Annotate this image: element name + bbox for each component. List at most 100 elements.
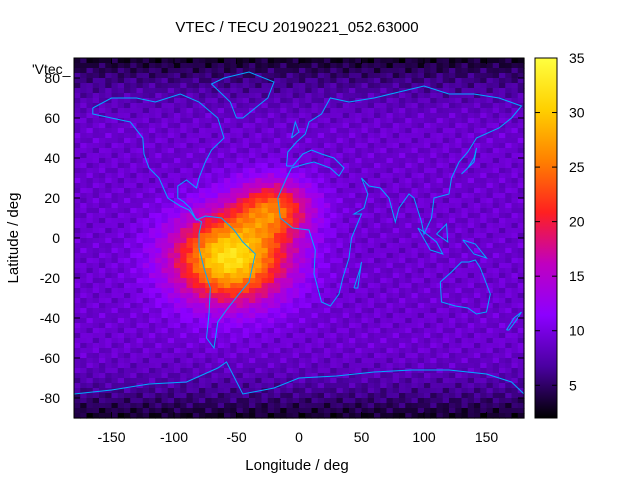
heatmap-cell	[174, 378, 181, 384]
heatmap-cell	[349, 183, 356, 189]
heatmap-cell	[205, 118, 213, 124]
heatmap-cell	[161, 183, 169, 189]
heatmap-cell	[86, 268, 94, 274]
heatmap-cell	[80, 308, 88, 314]
heatmap-cell	[274, 333, 281, 339]
heatmap-cell	[274, 143, 281, 149]
heatmap-cell	[105, 248, 113, 254]
heatmap-cell	[224, 248, 231, 254]
heatmap-cell	[274, 318, 281, 324]
heatmap-cell	[261, 258, 269, 264]
heatmap-cell	[461, 123, 469, 129]
heatmap-cell	[111, 78, 119, 84]
heatmap-cell	[349, 138, 356, 144]
heatmap-cell	[486, 118, 494, 124]
heatmap-cell	[399, 168, 406, 174]
heatmap-cell	[442, 88, 450, 94]
heatmap-cell	[155, 338, 163, 344]
heatmap-cell	[424, 363, 431, 369]
heatmap-cell	[442, 363, 450, 369]
heatmap-cell	[136, 318, 144, 324]
heatmap-cell	[242, 363, 250, 369]
heatmap-cell	[411, 253, 419, 259]
heatmap-cell	[311, 343, 319, 349]
heatmap-cell	[286, 348, 294, 354]
heatmap-cell	[192, 203, 200, 209]
heatmap-cell	[380, 318, 388, 324]
heatmap-cell	[80, 273, 88, 279]
heatmap-cell	[117, 323, 125, 329]
heatmap-cell	[111, 173, 119, 179]
heatmap-cell	[411, 308, 419, 314]
heatmap-cell	[305, 208, 313, 214]
heatmap-cell	[330, 183, 338, 189]
heatmap-cell	[467, 323, 475, 329]
heatmap-cell	[92, 78, 100, 84]
heatmap-cell	[80, 268, 88, 274]
heatmap-cell	[167, 303, 175, 309]
heatmap-cell	[130, 253, 138, 259]
heatmap-cell	[361, 398, 369, 404]
heatmap-cell	[336, 183, 344, 189]
heatmap-cell	[361, 253, 369, 259]
heatmap-cell	[355, 113, 363, 119]
heatmap-cell	[480, 168, 488, 174]
heatmap-cell	[224, 88, 231, 94]
heatmap-cell	[449, 258, 456, 264]
heatmap-cell	[124, 358, 131, 364]
heatmap-cell	[205, 218, 213, 224]
heatmap-cell	[286, 153, 294, 159]
heatmap-cell	[80, 313, 88, 319]
heatmap-cell	[199, 198, 206, 204]
heatmap-cell	[249, 373, 256, 379]
heatmap-cell	[411, 373, 419, 379]
heatmap-cell	[217, 303, 225, 309]
heatmap-cell	[305, 338, 313, 344]
heatmap-cell	[430, 193, 438, 199]
heatmap-cell	[449, 118, 456, 124]
heatmap-cell	[449, 158, 456, 164]
heatmap-cell	[74, 173, 81, 179]
heatmap-cell	[449, 288, 456, 294]
heatmap-cell	[374, 193, 381, 199]
heatmap-cell	[424, 198, 431, 204]
heatmap-cell	[167, 163, 175, 169]
heatmap-cell	[149, 123, 156, 129]
heatmap-cell	[199, 233, 206, 239]
heatmap-cell	[92, 243, 100, 249]
heatmap-cell	[149, 113, 156, 119]
heatmap-cell	[349, 293, 356, 299]
heatmap-cell	[292, 243, 300, 249]
heatmap-cell	[430, 88, 438, 94]
heatmap-cell	[105, 323, 113, 329]
heatmap-cell	[505, 208, 513, 214]
heatmap-cell	[461, 158, 469, 164]
heatmap-cell	[449, 293, 456, 299]
heatmap-cell	[74, 83, 81, 89]
heatmap-cell	[280, 123, 288, 129]
heatmap-cell	[86, 338, 94, 344]
heatmap-cell	[142, 98, 150, 104]
heatmap-cell	[136, 128, 144, 134]
heatmap-cell	[124, 368, 131, 374]
heatmap-cell	[255, 293, 263, 299]
heatmap-cell	[117, 313, 125, 319]
heatmap-cell	[124, 378, 131, 384]
heatmap-cell	[280, 208, 288, 214]
heatmap-cell	[361, 103, 369, 109]
heatmap-cell	[236, 253, 244, 259]
heatmap-cell	[242, 93, 250, 99]
heatmap-cell	[417, 383, 425, 389]
heatmap-cell	[436, 358, 444, 364]
heatmap-cell	[467, 98, 475, 104]
heatmap-cell	[74, 258, 81, 264]
heatmap-cell	[342, 113, 350, 119]
heatmap-cell	[467, 63, 475, 69]
heatmap-cell	[205, 233, 213, 239]
heatmap-cell	[155, 143, 163, 149]
heatmap-cell	[505, 303, 513, 309]
heatmap-cell	[367, 173, 375, 179]
heatmap-cell	[330, 248, 338, 254]
heatmap-cell	[224, 353, 231, 359]
heatmap-cell	[80, 93, 88, 99]
